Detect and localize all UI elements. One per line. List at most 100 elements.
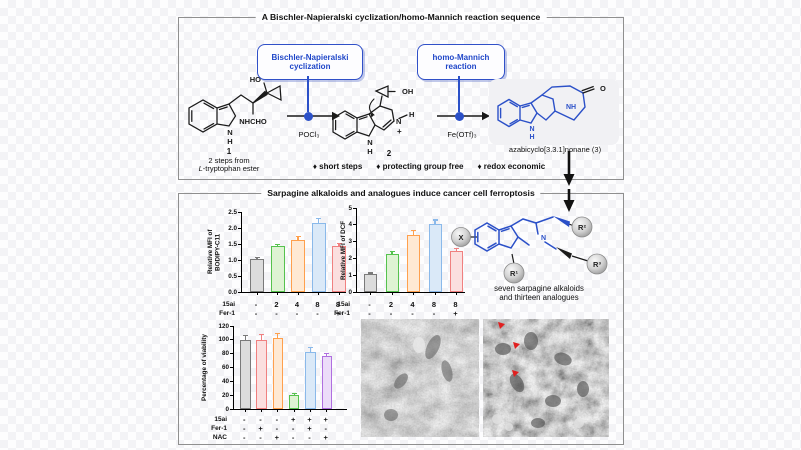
condition-cell: - [389,309,393,318]
y-tick-label: 80 [221,350,229,358]
condition-cell: + [323,433,328,442]
x-tick-mark [413,292,415,295]
y-tick-mark [353,224,356,226]
atom-label-n: N [227,128,232,137]
bullet-short-steps: ♦ short steps [312,162,363,171]
x-tick-mark [309,409,312,412]
atom-label-h2: H [367,147,372,156]
substituent-r1-sphere [503,262,525,284]
y-tick-label: 0 [225,405,229,413]
sarpagine-scaffold-structure: N X R¹ R² R³ [451,216,608,284]
reaction-step2-dot-icon [454,111,464,121]
condition-cell: + [290,415,296,424]
error-bar [309,348,312,353]
atom-label-oh: OH [402,87,413,96]
error-bar [256,257,258,260]
error-bar [412,230,415,235]
bischler-napieralski-box: Bischler-Napieralski cyclization [257,44,363,80]
step2-connector-line [458,76,460,112]
y-tick-label: 5 [348,204,352,212]
condition-cell: 4 [294,300,300,309]
condition-cell: - [295,309,299,318]
bar [428,223,442,292]
condition-cell: - [291,433,295,442]
error-bar [391,252,393,255]
bodipy-c11-bar-chart: Relative MFI of BODIPY-C11 0.0 0.5 1.0 1.5 2… [199,206,369,326]
error-bar-cap [275,333,281,335]
x-tick-mark [338,292,340,295]
condition-cell: - [308,433,311,442]
y-tick-mark [353,291,356,293]
y-tick-label: 1 [348,271,352,279]
y-tick-label: 0 [348,288,352,296]
y-tick-mark [230,408,233,410]
atom-label-h: H [227,137,232,146]
chart3-plot-area: 0 20 40 60 80 100 120 [218,323,347,413]
x-tick-mark [370,292,372,295]
error-bar-cap [291,392,297,394]
y-tick-label: 2 [348,254,352,262]
step1-connector-line [307,76,309,112]
chart1-plot-area: 0.0 0.5 1.0 1.5 2.0 2.5 [228,209,346,296]
chart1-condition-rows: 15ai -2 4 8 8 Fer-1- - - - + [219,300,345,319]
condition-cell: 8 [335,300,341,309]
homo-mannich-box: homo-Mannich reaction [417,44,505,80]
compound1-structure: HO NHCHO N H [188,75,282,146]
condition-row: 15ai - - - + + + [214,415,346,425]
error-bar-cap [368,272,373,274]
atom-label-n-iminium: N [396,117,401,126]
y-tick-label: 1.5 [228,240,237,248]
bar [311,223,326,292]
substituent-r1-label: R¹ [510,269,518,278]
scaffold-n-label: N [541,235,546,242]
y-tick-mark [238,291,241,293]
atom-label-n3: N [529,126,534,133]
x-tick-mark [277,292,279,295]
y-tick-label: 20 [221,391,229,399]
condition-cell: + [274,433,280,442]
condition-row: 15ai - 2 4 8 8 [222,300,345,310]
error-bar-cap [336,242,342,244]
condition-cell: - [254,309,258,318]
scaffold-caption: seven sarpagine alkaloids and thirteen a… [494,284,584,302]
reaction-step1-dot-icon [303,111,313,121]
y-tick-label: 0.5 [228,272,237,280]
bar [288,395,300,409]
error-bar-cap [254,256,260,258]
chart2-condition-rows: 15ai -2 4 8 8 Fer-1- - - - + [334,300,464,319]
bar [332,245,346,292]
condition-cell: - [368,300,371,309]
bullet-redox-economic: ♦ redox economic [477,162,546,171]
reagent1-label: POCl₃ [298,130,320,139]
y-tick-label: 1.0 [228,256,237,264]
bar [256,339,267,409]
y-tick-mark [238,259,241,261]
bar [240,339,251,409]
condition-row: Fer-1 - - - - + [334,309,464,319]
condition-cell: - [259,415,262,424]
compound2-structure: OH N H + N H [332,85,414,156]
condition-cell: - [316,309,319,318]
x-tick-mark [277,409,279,412]
substituent-x-label: X [458,233,463,242]
condition-cell: - [275,309,278,318]
y-tick-mark [238,275,241,277]
product-caption: azabicyclo[3.3.1]nonane (3) [508,145,602,154]
error-bar-cap [259,333,265,335]
bar [364,274,377,292]
condition-cell: - [243,415,246,424]
error-bar-cap [275,243,280,245]
y-tick-mark [230,394,233,396]
chart2-plot-area: 0 1 2 3 4 5 [348,205,465,296]
condition-row: Fer-1 - + - - + - [211,424,346,434]
error-bar [293,393,295,396]
x-tick-mark [318,292,320,295]
error-bar [434,220,436,224]
error-bar-cap [411,229,416,231]
y-tick-label: 4 [348,221,352,229]
error-bar-cap [295,235,301,237]
condition-row-label: Fer-1 [334,310,350,317]
condition-cell: - [243,424,246,433]
condition-row-label: NAC [212,434,227,441]
